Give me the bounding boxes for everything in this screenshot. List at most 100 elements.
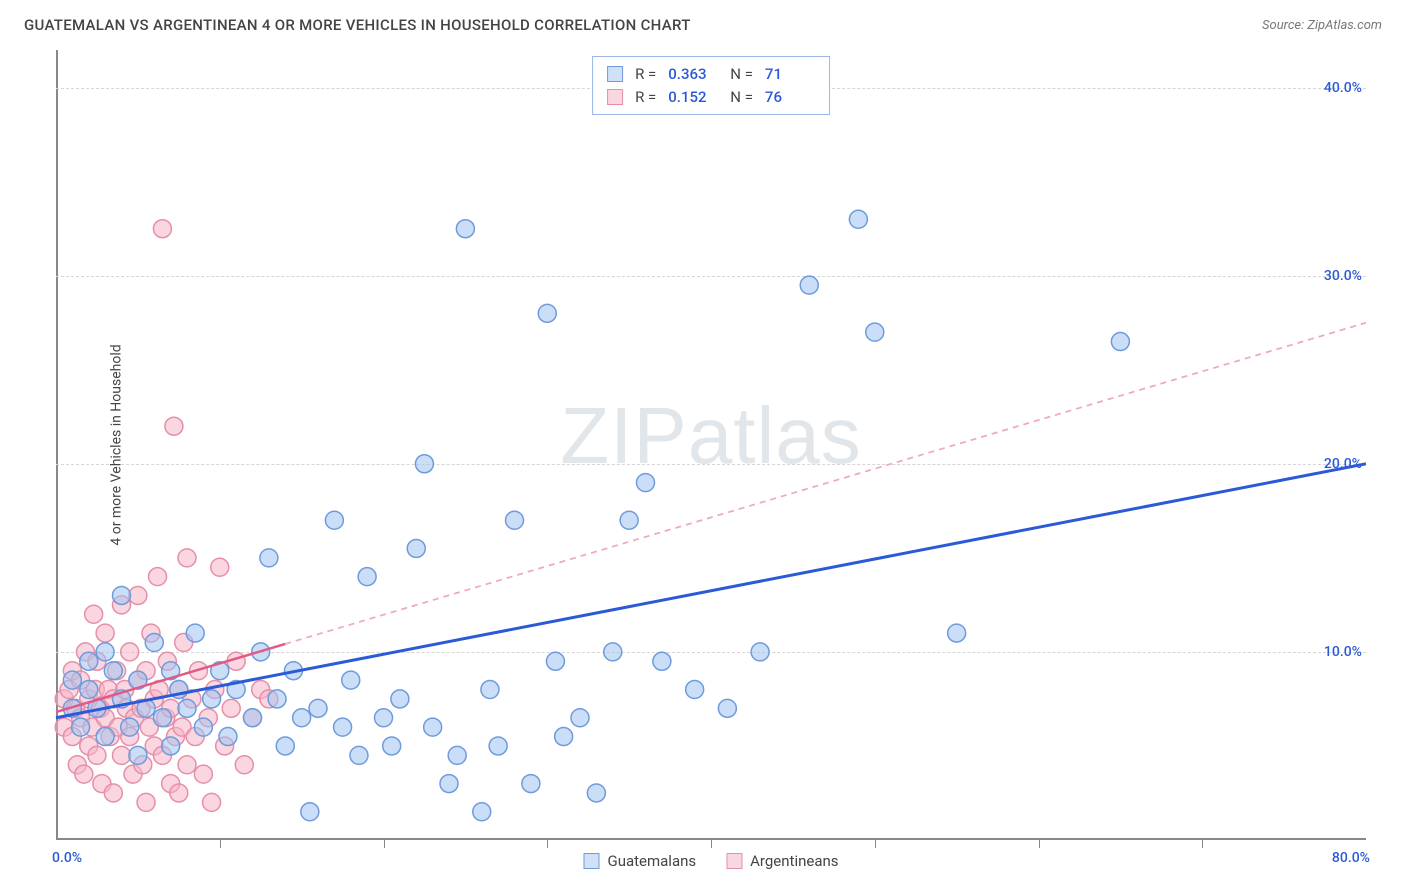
scatter-point bbox=[293, 709, 311, 727]
scatter-point bbox=[165, 417, 183, 435]
scatter-point bbox=[162, 737, 180, 755]
n-value-blue: 71 bbox=[765, 63, 815, 86]
scatter-point bbox=[80, 681, 98, 699]
scatter-point bbox=[96, 643, 114, 661]
scatter-point bbox=[309, 699, 327, 717]
x-tick bbox=[711, 840, 712, 848]
r-value-blue: 0.363 bbox=[668, 63, 718, 86]
scatter-point bbox=[194, 718, 212, 736]
legend-stats-row: R = 0.363 N = 71 bbox=[607, 63, 815, 86]
scatter-point bbox=[203, 793, 221, 811]
scatter-point bbox=[653, 652, 671, 670]
scatter-point bbox=[334, 718, 352, 736]
x-tick bbox=[384, 840, 385, 848]
scatter-point bbox=[244, 709, 262, 727]
scatter-point bbox=[178, 699, 196, 717]
scatter-point bbox=[96, 728, 114, 746]
scatter-point bbox=[178, 549, 196, 567]
legend-stats: R = 0.363 N = 71 R = 0.152 N = 76 bbox=[592, 56, 830, 115]
scatter-point bbox=[113, 586, 131, 604]
scatter-point bbox=[383, 737, 401, 755]
scatter-point bbox=[637, 474, 655, 492]
scatter-point bbox=[375, 709, 393, 727]
scatter-point bbox=[415, 455, 433, 473]
scatter-point bbox=[407, 539, 425, 557]
scatter-point bbox=[424, 718, 442, 736]
x-axis-max-label: 80.0% bbox=[1332, 850, 1370, 866]
scatter-point bbox=[342, 671, 360, 689]
header: GUATEMALAN VS ARGENTINEAN 4 OR MORE VEHI… bbox=[0, 0, 1406, 40]
scatter-point bbox=[456, 220, 474, 238]
trend-line-extrapolated bbox=[285, 323, 1366, 644]
x-tick bbox=[547, 840, 548, 848]
scatter-point bbox=[620, 511, 638, 529]
scatter-point bbox=[546, 652, 564, 670]
scatter-point bbox=[222, 699, 240, 717]
scatter-point bbox=[80, 652, 98, 670]
scatter-point bbox=[276, 737, 294, 755]
legend-stats-row: R = 0.152 N = 76 bbox=[607, 86, 815, 109]
scatter-point bbox=[489, 737, 507, 755]
scatter-point bbox=[604, 643, 622, 661]
scatter-point bbox=[301, 803, 319, 821]
scatter-point bbox=[129, 586, 147, 604]
scatter-point bbox=[587, 784, 605, 802]
scatter-point bbox=[555, 728, 573, 746]
scatter-point bbox=[203, 690, 221, 708]
scatter-svg bbox=[56, 50, 1366, 840]
scatter-point bbox=[391, 690, 409, 708]
scatter-point bbox=[96, 624, 114, 642]
scatter-point bbox=[849, 210, 867, 228]
scatter-point bbox=[866, 323, 884, 341]
legend-swatch-blue bbox=[607, 66, 623, 82]
scatter-point bbox=[85, 605, 103, 623]
scatter-point bbox=[149, 568, 167, 586]
legend-series: Guatemalans Argentineans bbox=[583, 852, 838, 870]
scatter-point bbox=[440, 775, 458, 793]
scatter-point bbox=[235, 756, 253, 774]
scatter-point bbox=[538, 304, 556, 322]
scatter-point bbox=[800, 276, 818, 294]
scatter-point bbox=[718, 699, 736, 717]
scatter-point bbox=[145, 634, 163, 652]
legend-swatch-blue bbox=[583, 853, 599, 869]
scatter-point bbox=[63, 671, 81, 689]
scatter-point bbox=[88, 746, 106, 764]
scatter-point bbox=[350, 746, 368, 764]
legend-swatch-pink bbox=[726, 853, 742, 869]
x-tick bbox=[1202, 840, 1203, 848]
r-value-pink: 0.152 bbox=[668, 86, 718, 109]
x-tick bbox=[220, 840, 221, 848]
scatter-point bbox=[104, 662, 122, 680]
scatter-point bbox=[325, 511, 343, 529]
scatter-point bbox=[104, 784, 122, 802]
x-tick bbox=[875, 840, 876, 848]
scatter-point bbox=[178, 756, 196, 774]
legend-item: Guatemalans bbox=[583, 852, 696, 870]
scatter-point bbox=[186, 624, 204, 642]
chart-title: GUATEMALAN VS ARGENTINEAN 4 OR MORE VEHI… bbox=[24, 16, 691, 34]
scatter-point bbox=[72, 718, 90, 736]
scatter-point bbox=[153, 709, 171, 727]
scatter-point bbox=[506, 511, 524, 529]
scatter-point bbox=[571, 709, 589, 727]
legend-item: Argentineans bbox=[726, 852, 838, 870]
scatter-point bbox=[751, 643, 769, 661]
scatter-point bbox=[153, 220, 171, 238]
legend-swatch-pink bbox=[607, 89, 623, 105]
scatter-point bbox=[113, 746, 131, 764]
x-tick bbox=[1039, 840, 1040, 848]
scatter-point bbox=[522, 775, 540, 793]
scatter-point bbox=[260, 549, 278, 567]
plot-area: 10.0%20.0%30.0%40.0% 4 or more Vehicles … bbox=[56, 50, 1366, 840]
scatter-point bbox=[268, 690, 286, 708]
scatter-point bbox=[448, 746, 466, 764]
scatter-point bbox=[948, 624, 966, 642]
scatter-point bbox=[75, 765, 93, 783]
scatter-point bbox=[686, 681, 704, 699]
x-axis-min-label: 0.0% bbox=[52, 850, 82, 866]
scatter-point bbox=[121, 718, 139, 736]
source-attribution: Source: ZipAtlas.com bbox=[1262, 18, 1382, 33]
scatter-point bbox=[473, 803, 491, 821]
scatter-point bbox=[194, 765, 212, 783]
